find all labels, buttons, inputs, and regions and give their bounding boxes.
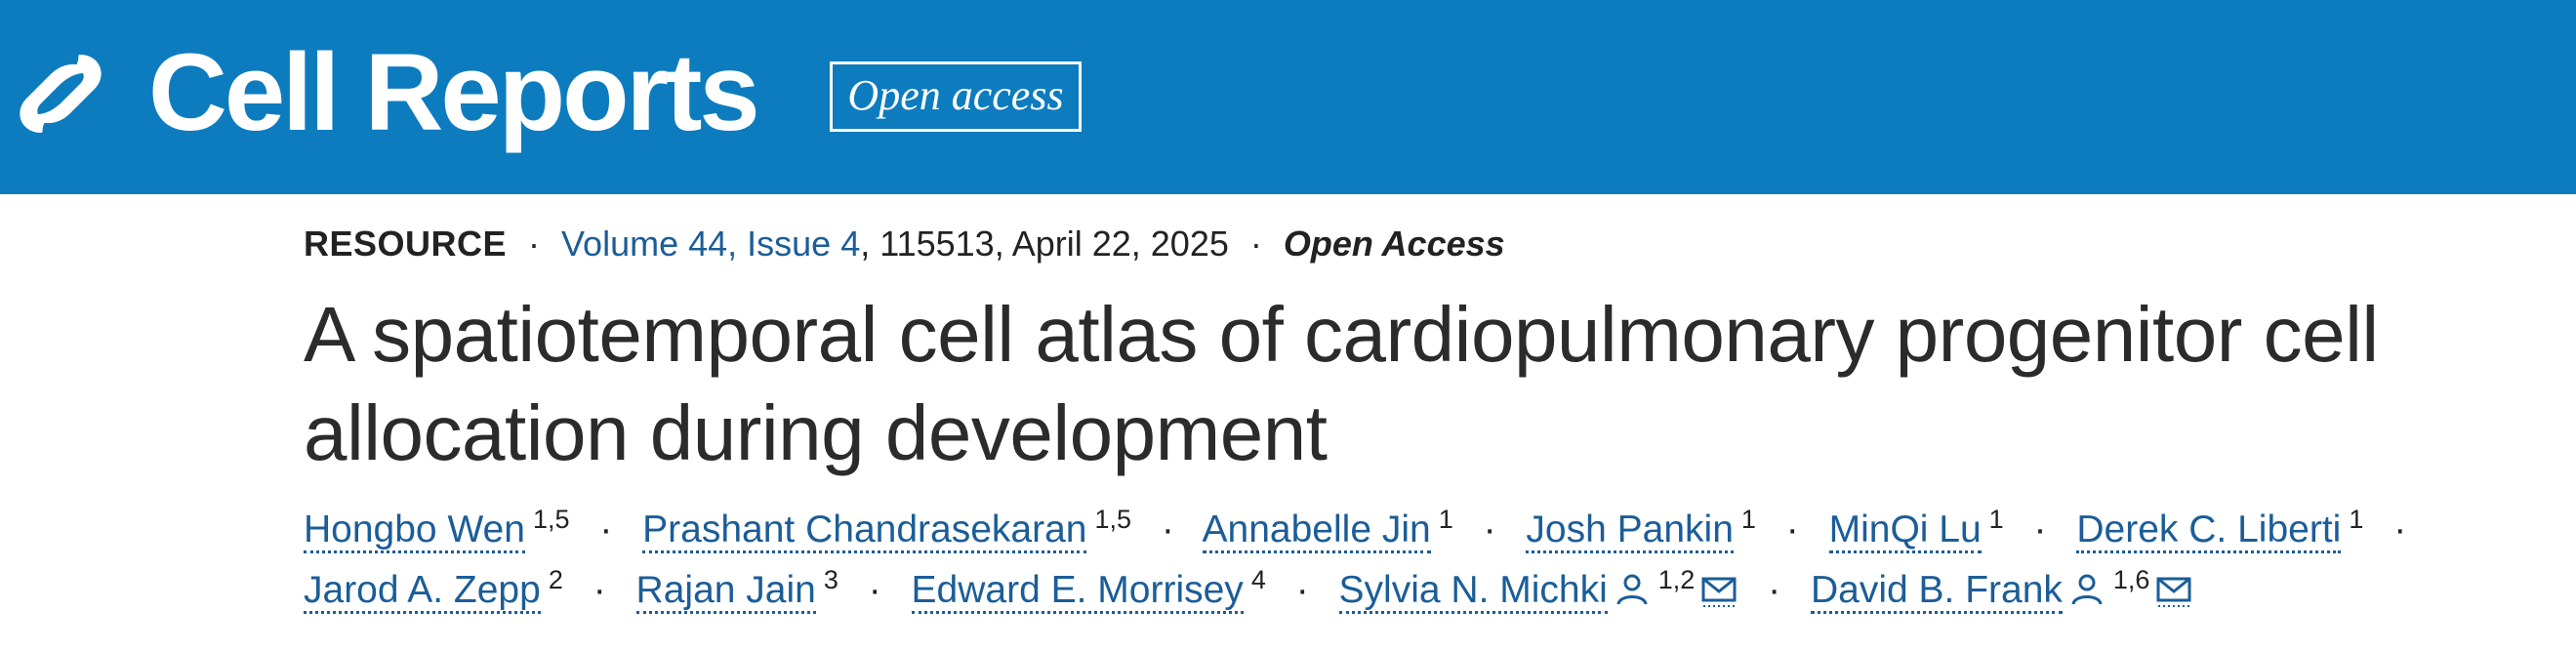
affiliation: 1 [2349, 505, 2364, 534]
separator: · [599, 509, 613, 550]
affiliation: 1 [1988, 505, 2004, 534]
affiliation: 1 [1438, 505, 1453, 534]
author: Derek C. Liberti 1 [2076, 507, 2363, 553]
author: Annabelle Jin 1 [1202, 507, 1453, 553]
separator: · [868, 569, 881, 611]
separator: · [1785, 509, 1799, 550]
author: David B. Frank 1,6 [1810, 567, 2192, 614]
separator: · [1768, 569, 1781, 611]
affiliation: 1,5 [532, 505, 570, 534]
author-name[interactable]: Edward E. Morrisey [911, 569, 1244, 614]
journal-logo[interactable] [12, 45, 109, 142]
email-icon[interactable] [1700, 571, 1738, 608]
journal-name[interactable]: Cell Reports [148, 31, 760, 153]
author-name[interactable]: Hongbo Wen [304, 509, 525, 553]
author-name[interactable]: Rajan Jain [635, 569, 816, 614]
author: Rajan Jain 3 [635, 567, 838, 614]
affiliation: 2 [548, 565, 563, 594]
affiliation: 1,5 [1094, 505, 1131, 534]
article-details: , 115513, April 22, 2025 [860, 224, 1229, 264]
author: Sylvia N. Michki 1,2 [1338, 567, 1738, 614]
separator: · [1249, 224, 1262, 264]
author-name[interactable]: MinQi Lu [1828, 509, 1982, 553]
author: Edward E. Morrisey 4 [911, 567, 1266, 614]
author: Prashant Chandrasekaran 1,5 [642, 507, 1131, 553]
access-label: Open Access [1283, 224, 1505, 264]
author-name[interactable]: Derek C. Liberti [2076, 509, 2342, 553]
affiliation: 1,2 [1657, 565, 1696, 594]
person-icon [1616, 574, 1648, 605]
separator: · [528, 224, 541, 264]
affiliation: 3 [823, 565, 838, 594]
email-icon[interactable] [2155, 571, 2192, 608]
author: Josh Pankin 1 [1526, 507, 1756, 553]
affiliation: 1,6 [2112, 565, 2150, 594]
separator: · [2393, 509, 2407, 550]
article-title: A spatiotemporal cell atlas of cardiopul… [304, 291, 2379, 476]
author-name[interactable]: Prashant Chandrasekaran [642, 509, 1087, 553]
separator: · [2033, 509, 2047, 550]
article-header: RESOURCE · Volume 44, Issue 4, 115513, Apr… [304, 217, 2549, 621]
person-icon [2071, 574, 2103, 605]
author-list: Hongbo Wen 1,5 · Prashant Chandrasekaran 1… [304, 500, 2510, 621]
author-name[interactable]: Sylvia N. Michki [1338, 569, 1608, 614]
affiliation: 1 [1740, 505, 1756, 534]
author-name[interactable]: David B. Frank [1810, 569, 2063, 614]
open-access-badge: Open access [830, 61, 1082, 132]
article-type: RESOURCE [304, 224, 508, 264]
author-name[interactable]: Josh Pankin [1526, 509, 1734, 553]
author: MinQi Lu 1 [1828, 507, 2004, 553]
author-name[interactable]: Jarod A. Zepp [304, 569, 541, 614]
site-header: Cell Reports Open access [0, 0, 2576, 194]
separator: · [1295, 569, 1309, 611]
article-meta: RESOURCE · Volume 44, Issue 4, 115513, Apr… [304, 217, 2549, 271]
author-name[interactable]: Annabelle Jin [1202, 509, 1431, 553]
author: Jarod A. Zepp 2 [304, 567, 563, 614]
separator: · [1483, 509, 1496, 550]
separator: · [1161, 509, 1174, 550]
volume-link[interactable]: Volume 44, Issue 4 [561, 224, 861, 264]
separator: · [593, 569, 606, 611]
affiliation: 4 [1250, 565, 1266, 594]
author: Hongbo Wen 1,5 [304, 507, 569, 553]
